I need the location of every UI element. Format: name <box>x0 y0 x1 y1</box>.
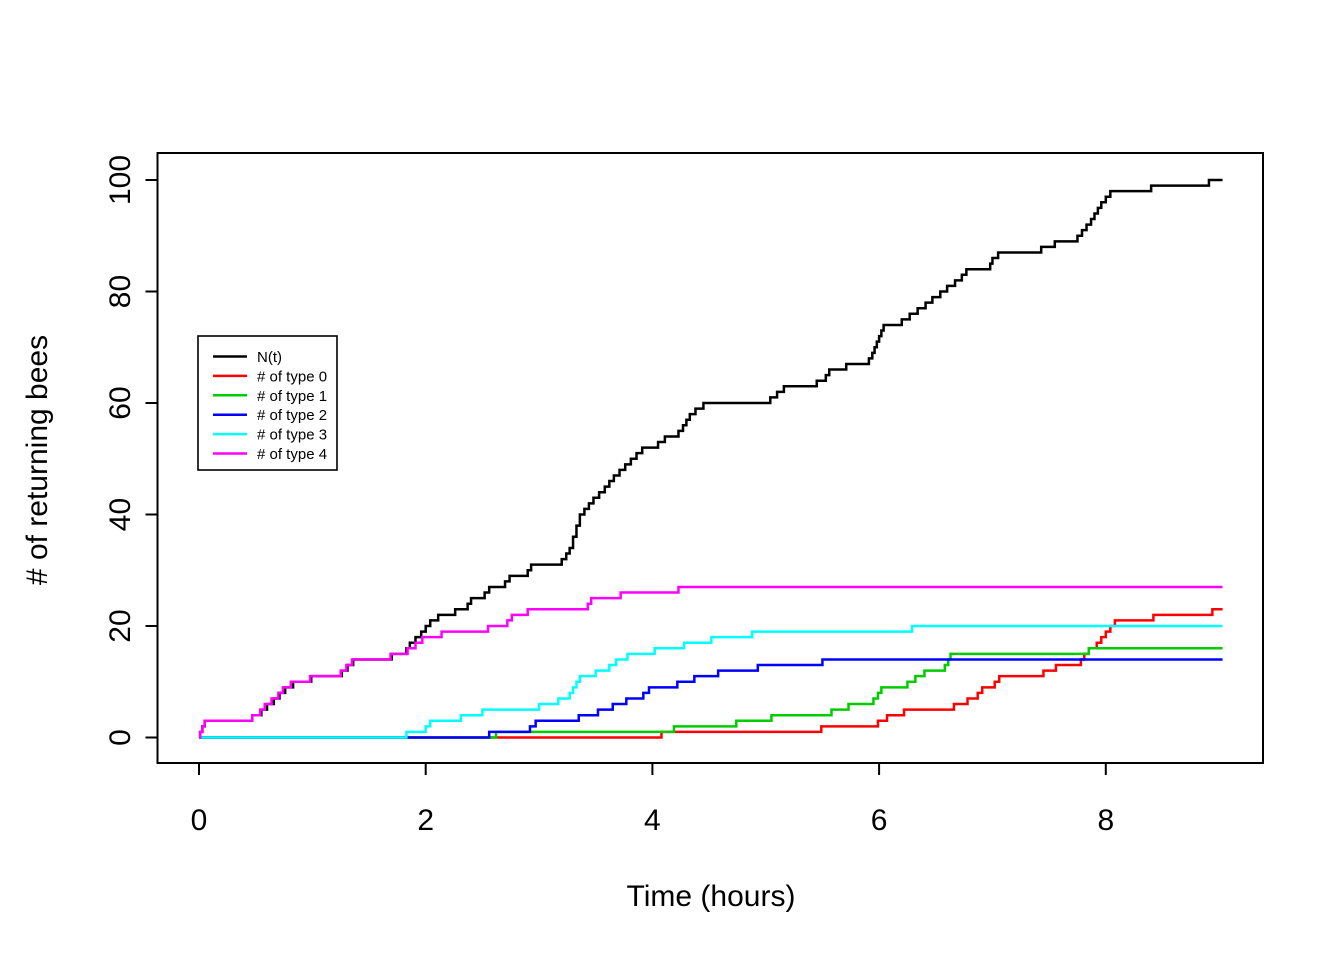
x-tick-label: 8 <box>1097 804 1114 837</box>
y-tick-label: 20 <box>104 609 137 642</box>
x-tick-label: 6 <box>871 804 888 837</box>
x-tick-label: 4 <box>644 804 661 837</box>
series-line-type0 <box>199 608 1223 739</box>
y-axis-ticks: 0 20 40 60 80 100 <box>104 155 158 746</box>
legend-label-type1: # of type 1 <box>257 388 327 405</box>
y-tick-label: 60 <box>104 386 137 419</box>
y-tick-label: 100 <box>104 155 137 205</box>
legend-label-type4: # of type 4 <box>257 446 327 463</box>
series-lines <box>198 178 1223 739</box>
y-tick-label: 0 <box>104 729 137 746</box>
x-tick-label: 0 <box>191 804 208 837</box>
legend-box <box>197 335 338 471</box>
series-line-type1 <box>199 647 1223 739</box>
y-tick-label: 40 <box>104 498 137 531</box>
series-line-type2 <box>199 658 1223 739</box>
y-tick-label: 80 <box>104 275 137 308</box>
y-axis-title: # of returning bees <box>21 335 54 585</box>
legend-label-type2: # of type 2 <box>257 407 327 424</box>
series-line-type3 <box>199 624 1223 739</box>
x-axis-ticks: 0 2 4 6 8 <box>191 763 1114 837</box>
series-line-type4 <box>198 585 1223 739</box>
legend-label-nt: N(t) <box>257 349 282 366</box>
plot-border <box>156 152 1264 764</box>
legend-label-type0: # of type 0 <box>257 368 327 385</box>
legend-label-type3: # of type 3 <box>257 427 327 444</box>
x-tick-label: 2 <box>417 804 434 837</box>
legend: N(t) # of type 0 # of type 1 # of type 2… <box>197 335 338 471</box>
x-axis-title: Time (hours) <box>627 880 796 913</box>
